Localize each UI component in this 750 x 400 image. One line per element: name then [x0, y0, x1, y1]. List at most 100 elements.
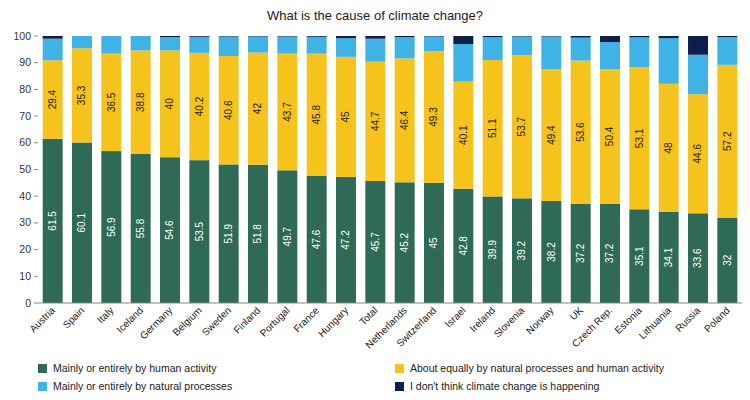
data-label: 49.4 [546, 125, 557, 145]
bar-segment [512, 55, 532, 198]
bar-segment [365, 62, 385, 181]
bar-segment [219, 37, 239, 56]
bar-segment [277, 36, 297, 37]
bar-segment [453, 189, 473, 303]
y-tick-label: 0 [25, 297, 31, 309]
legend-swatch [38, 364, 47, 373]
bar-segment [395, 58, 415, 182]
bar-segment [659, 36, 679, 38]
bar-segment [72, 36, 92, 48]
bar-segment [453, 82, 473, 189]
bar-segment [453, 44, 473, 82]
bar-segment [277, 170, 297, 303]
bar-segment [629, 37, 649, 67]
bar-segment [219, 36, 239, 37]
bar-segment [101, 36, 121, 37]
x-tick-label: Russia [673, 304, 703, 334]
bar-segment [717, 65, 737, 218]
bar-segment [189, 37, 209, 53]
data-label: 60.1 [77, 213, 88, 233]
data-label: 53.6 [575, 122, 586, 142]
data-label: 47.2 [341, 230, 352, 250]
y-tick [34, 36, 38, 37]
bar-segment [717, 36, 737, 37]
data-label: 54.6 [165, 220, 176, 240]
bar-segment [659, 84, 679, 212]
bar-segment [336, 36, 356, 38]
legend-label: About equally by natural processes and h… [410, 362, 665, 374]
bar-segment [43, 60, 63, 138]
x-tick-label: Israel [443, 305, 468, 330]
data-label: 32 [722, 254, 733, 266]
bar-segment [717, 37, 737, 65]
x-tick-label: Austria [27, 304, 57, 334]
y-tick-label: 90 [19, 56, 31, 68]
data-label: 61.5 [47, 211, 58, 231]
bar-segment [248, 37, 268, 53]
bar-segment [365, 36, 385, 39]
bar-segment [688, 213, 708, 303]
x-tick-label: UK [567, 304, 585, 322]
bar-segment [365, 181, 385, 303]
x-tick-label: Portugal [258, 305, 292, 339]
data-label: 47.6 [311, 229, 322, 249]
data-label: 42.8 [458, 236, 469, 256]
bar-segment [571, 36, 591, 38]
bar-segment [189, 36, 209, 37]
data-label: 36.5 [106, 92, 117, 112]
legend-swatch [395, 364, 404, 373]
bar-segment [717, 218, 737, 303]
y-tick [34, 249, 38, 250]
y-tick [34, 169, 38, 170]
bar-segment [395, 36, 415, 37]
data-label: 43.7 [282, 102, 293, 122]
bar-segment [307, 176, 327, 303]
bar-segment [483, 60, 503, 196]
data-label: 40 [165, 98, 176, 110]
x-tick-label: Belgium [170, 305, 203, 338]
bar-segment [512, 198, 532, 303]
bar-segment [659, 212, 679, 303]
bar-segment [43, 39, 63, 61]
x-tick-label: Sweden [200, 305, 233, 338]
bar-segment [101, 36, 121, 54]
bar-segment [600, 36, 620, 42]
y-tick-label: 100 [13, 30, 31, 42]
bar-segment [424, 51, 444, 183]
bar-segment [43, 36, 63, 39]
y-tick-label: 80 [19, 83, 31, 95]
data-label: 51.1 [487, 118, 498, 138]
data-label: 53.5 [194, 221, 205, 241]
legend-label: Mainly or entirely by natural processes [53, 380, 232, 392]
y-tick [34, 116, 38, 117]
data-label: 51.9 [223, 224, 234, 244]
y-tick [34, 303, 38, 304]
data-label: 48 [663, 142, 674, 154]
bar-segment [160, 37, 180, 50]
data-label: 38.8 [135, 92, 146, 112]
bar-segment [160, 36, 180, 37]
x-tick-label: Norway [524, 305, 556, 337]
bar-segment [131, 36, 151, 50]
y-tick-label: 50 [19, 163, 31, 175]
bar-segment [307, 36, 327, 37]
data-label: 56.9 [106, 217, 117, 237]
bar-segment [483, 36, 503, 37]
y-tick [34, 89, 38, 90]
data-label: 49.7 [282, 226, 293, 246]
bar-segment [629, 68, 649, 210]
chart-container: What is the cause of climate change?0102… [0, 0, 750, 400]
x-tick-label: Slovenia [492, 304, 527, 339]
data-label: 46.4 [399, 110, 410, 130]
bar-segment [483, 37, 503, 60]
bar-segment [453, 36, 473, 44]
bar-segment [219, 164, 239, 303]
x-tick-label: Poland [702, 305, 732, 335]
data-label: 45 [429, 237, 440, 249]
y-tick-label: 10 [19, 270, 31, 282]
x-tick-label: Lithuania [637, 304, 674, 341]
bar-segment [307, 54, 327, 176]
data-label: 45.7 [370, 232, 381, 252]
bar-segment [277, 37, 297, 54]
y-tick-label: 60 [19, 136, 31, 148]
